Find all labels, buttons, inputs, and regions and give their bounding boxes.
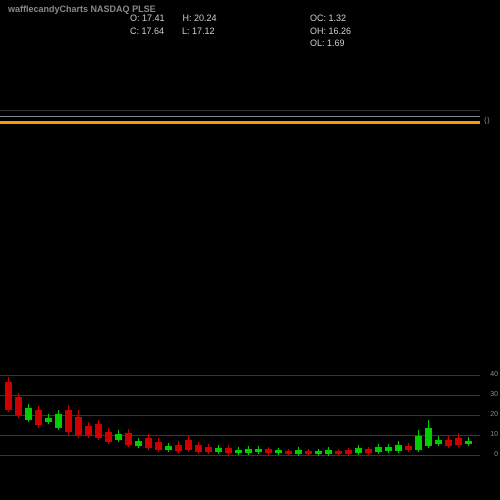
upper-marker: ⟨⟩	[484, 116, 490, 125]
ohlc-display: O: 17.41 H: 20.24 C: 17.64 L: 17.12	[130, 12, 217, 37]
ol-value: OL: 1.69	[310, 37, 351, 50]
close-value: C: 17.64	[130, 25, 164, 38]
chart-header: wafflecandyCharts NASDAQ PLSE	[8, 4, 492, 44]
high-value: H: 20.24	[183, 12, 217, 25]
upper-orange-line	[0, 121, 480, 124]
axis-tick-label: 0	[494, 451, 498, 459]
upper-data-line	[0, 116, 480, 117]
open-value: O: 17.41	[130, 12, 165, 25]
axis-tick-label: 20	[490, 411, 498, 419]
title-prefix: wafflecandyCharts	[8, 4, 88, 14]
axis-tick-label: 30	[490, 391, 498, 399]
chart-title: wafflecandyCharts NASDAQ PLSE	[8, 4, 492, 14]
upper-chart-panel	[0, 110, 480, 140]
low-value: L: 17.12	[182, 25, 215, 38]
oh-value: OH: 16.26	[310, 25, 351, 38]
candlestick-container	[5, 370, 475, 470]
ohlc-extra: OC: 1.32 OH: 16.26 OL: 1.69	[310, 12, 351, 50]
exchange-label: NASDAQ	[91, 4, 130, 14]
oc-value: OC: 1.32	[310, 12, 351, 25]
axis-tick-label: 40	[490, 371, 498, 379]
axis-tick-label: 10	[490, 431, 498, 439]
